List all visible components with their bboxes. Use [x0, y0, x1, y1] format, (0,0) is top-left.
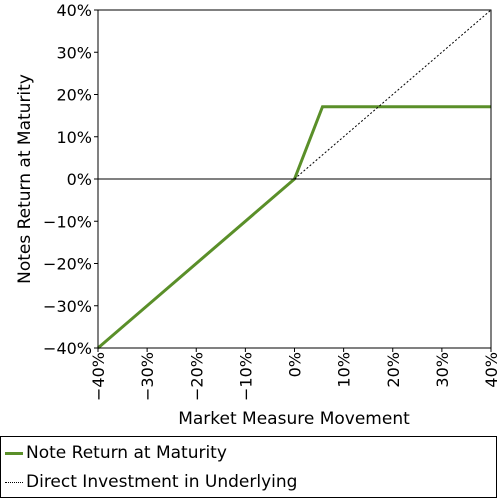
y-tick-label: 30%: [56, 43, 92, 62]
legend-label: Note Return at Maturity: [26, 443, 227, 463]
legend-swatch-solid: [5, 451, 23, 455]
legend: Note Return at Maturity Direct Investmen…: [0, 436, 497, 498]
y-tick-label: −10%: [43, 212, 92, 231]
x-tick-label: 40%: [482, 352, 500, 388]
y-tick-label: 10%: [56, 128, 92, 147]
plot-area: [97, 9, 492, 349]
legend-item-note-return: Note Return at Maturity: [5, 441, 227, 465]
y-tick-label: −30%: [43, 297, 92, 316]
y-tick-label: −40%: [43, 339, 92, 358]
y-tick-label: 0%: [67, 170, 92, 189]
y-tick-label: −20%: [43, 255, 92, 274]
x-tick-label: 20%: [384, 352, 403, 388]
x-axis-ticks: −40% −30% −20% −10% 0% 10% 20% 30% 40%: [89, 348, 500, 401]
x-tick-label: 0%: [286, 352, 305, 377]
y-axis-ticks: −40% −30% −20% −10% 0% 10% 20% 30% 40%: [43, 1, 98, 358]
y-axis-title: Notes Return at Maturity: [15, 74, 35, 284]
x-axis-title: Market Measure Movement: [178, 409, 410, 429]
series-note-return-line: [97, 105, 491, 350]
y-tick-label: 40%: [56, 1, 92, 20]
x-tick-label: −10%: [236, 352, 255, 401]
x-tick-label: −40%: [89, 352, 108, 401]
series-layer: [97, 9, 492, 350]
y-tick-label: 20%: [56, 86, 92, 105]
legend-swatch-dotted: [5, 481, 23, 483]
x-tick-label: −30%: [138, 352, 157, 401]
legend-label: Direct Investment in Underlying: [26, 472, 298, 492]
x-tick-label: −20%: [187, 352, 206, 401]
series-direct-investment-line: [294, 9, 492, 180]
x-tick-label: 30%: [433, 352, 452, 388]
x-tick-label: 10%: [335, 352, 354, 388]
legend-item-direct-investment: Direct Investment in Underlying: [5, 470, 297, 494]
